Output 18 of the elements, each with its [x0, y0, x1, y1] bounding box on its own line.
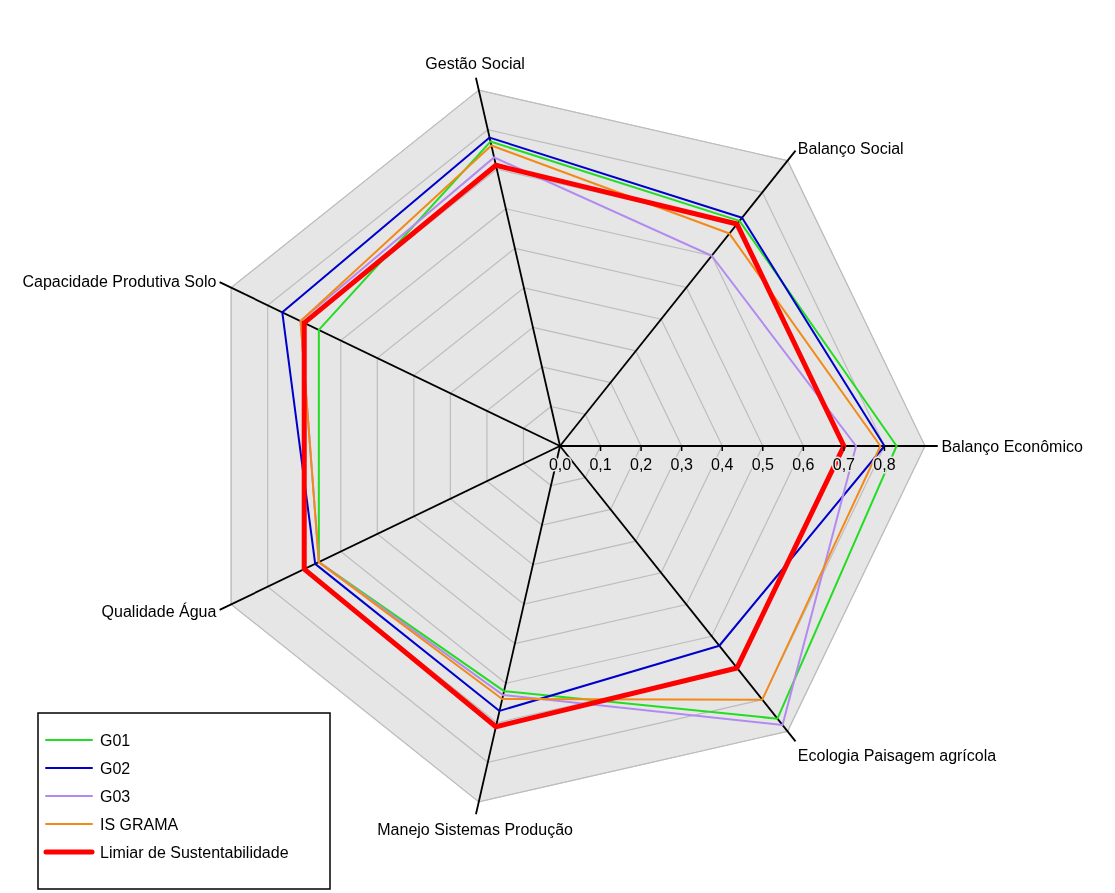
y-tick-label: 0,1 [589, 456, 612, 473]
legend-label: G02 [100, 760, 131, 777]
spoke-label: Gestão Social [425, 55, 525, 73]
legend-label: Limiar de Sustentabilidade [100, 844, 289, 861]
spoke-label: Balanço Econômico [941, 438, 1083, 455]
spoke-label: Qualidade Água [101, 602, 217, 621]
spoke-label: Manejo Sistemas Produção [377, 820, 574, 838]
legend-label: G03 [100, 788, 131, 805]
spoke-label: Ecologia Paisagem agrícola [797, 747, 997, 765]
y-tick-label: 0,2 [629, 456, 653, 473]
y-tick-label: 0,3 [670, 456, 693, 473]
legend-label: G01 [100, 732, 131, 749]
y-tick-label: 0,6 [792, 456, 815, 473]
y-tick-label: 0,5 [751, 456, 774, 473]
legend-label: IS GRAMA [100, 816, 179, 833]
spoke-label: Balanço Social [797, 139, 904, 157]
spoke-label: Capacidade Produtiva Solo [22, 272, 217, 290]
y-tick-label: 0,4 [711, 456, 734, 473]
